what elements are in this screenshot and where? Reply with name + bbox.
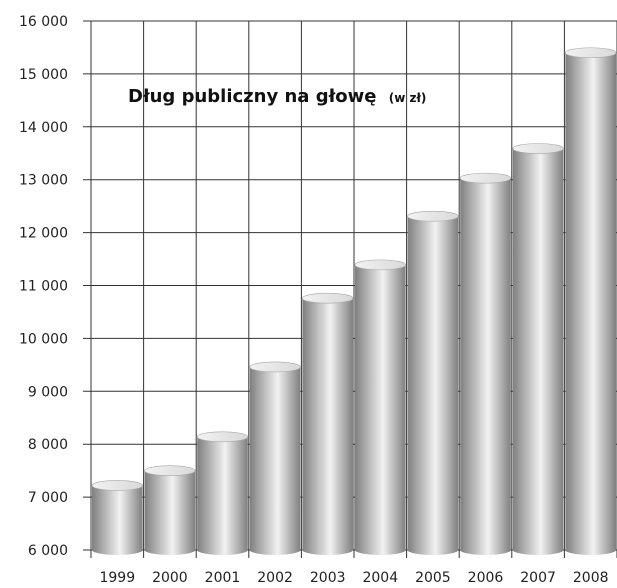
bar	[249, 361, 301, 555]
bar	[512, 143, 564, 555]
y-tick-label: 13 000	[19, 173, 68, 189]
y-tick-label: 7 000	[28, 490, 68, 506]
x-tick-label: 2000	[152, 570, 188, 586]
bar	[91, 480, 143, 555]
x-tick-label: 2001	[205, 570, 241, 586]
bar	[407, 210, 459, 556]
x-tick-label: 2005	[415, 570, 451, 586]
bar	[302, 292, 354, 555]
bar	[354, 259, 406, 555]
x-tick-label: 2002	[257, 570, 293, 586]
grid-lines	[83, 20, 617, 558]
x-tick-label: 2007	[520, 570, 556, 586]
y-tick-label: 14 000	[19, 120, 68, 136]
x-tick-label: 2006	[468, 570, 504, 586]
bar-top	[91, 480, 143, 491]
y-tick-label: 10 000	[19, 331, 68, 347]
x-tick-label: 1999	[99, 570, 135, 586]
bar-top	[196, 431, 249, 443]
bar-top	[144, 465, 196, 476]
bar-body	[92, 485, 143, 555]
bar-body	[302, 298, 353, 555]
bars	[91, 47, 617, 556]
y-tick-label: 6 000	[28, 543, 68, 559]
x-tick-label: 2003	[310, 570, 346, 586]
bar-top	[459, 172, 512, 184]
bar	[144, 465, 196, 555]
y-tick-label: 15 000	[19, 67, 68, 83]
y-tick-label: 11 000	[19, 279, 68, 295]
bar-body	[249, 366, 301, 555]
chart-title-unit: (w zł)	[389, 91, 427, 105]
bar-body	[512, 148, 564, 555]
bar-body	[144, 470, 196, 555]
bar	[459, 172, 512, 555]
chart-title-main: Dług publiczny na głowę	[128, 86, 376, 107]
y-tick-label: 12 000	[19, 226, 68, 242]
bar-body	[565, 52, 616, 556]
x-axis: 1999 2000 2001 2002 2003 2004 2005 2006 2007 2008	[99, 570, 608, 586]
y-axis: 6 000 7 000 8 000 9 000 10 000 11 000 12 000 13…	[19, 14, 68, 559]
bar-body	[460, 178, 511, 555]
y-tick-label: 16 000	[19, 14, 68, 30]
bar-body	[197, 436, 248, 555]
bar-top	[354, 259, 406, 271]
bar-top	[249, 361, 301, 373]
bar-top	[565, 47, 617, 59]
bar-body	[407, 216, 459, 556]
bar-top	[512, 143, 564, 154]
y-tick-label: 8 000	[28, 437, 68, 453]
chart-title: Dług publiczny na głowę (w zł)	[128, 86, 426, 107]
bar-top	[407, 210, 459, 222]
bar	[565, 47, 617, 556]
x-tick-label: 2004	[362, 570, 398, 586]
y-tick-label: 9 000	[28, 384, 68, 400]
bar-body	[355, 264, 406, 555]
bar	[196, 431, 249, 555]
x-tick-label: 2008	[573, 570, 609, 586]
bar-top	[302, 292, 354, 304]
